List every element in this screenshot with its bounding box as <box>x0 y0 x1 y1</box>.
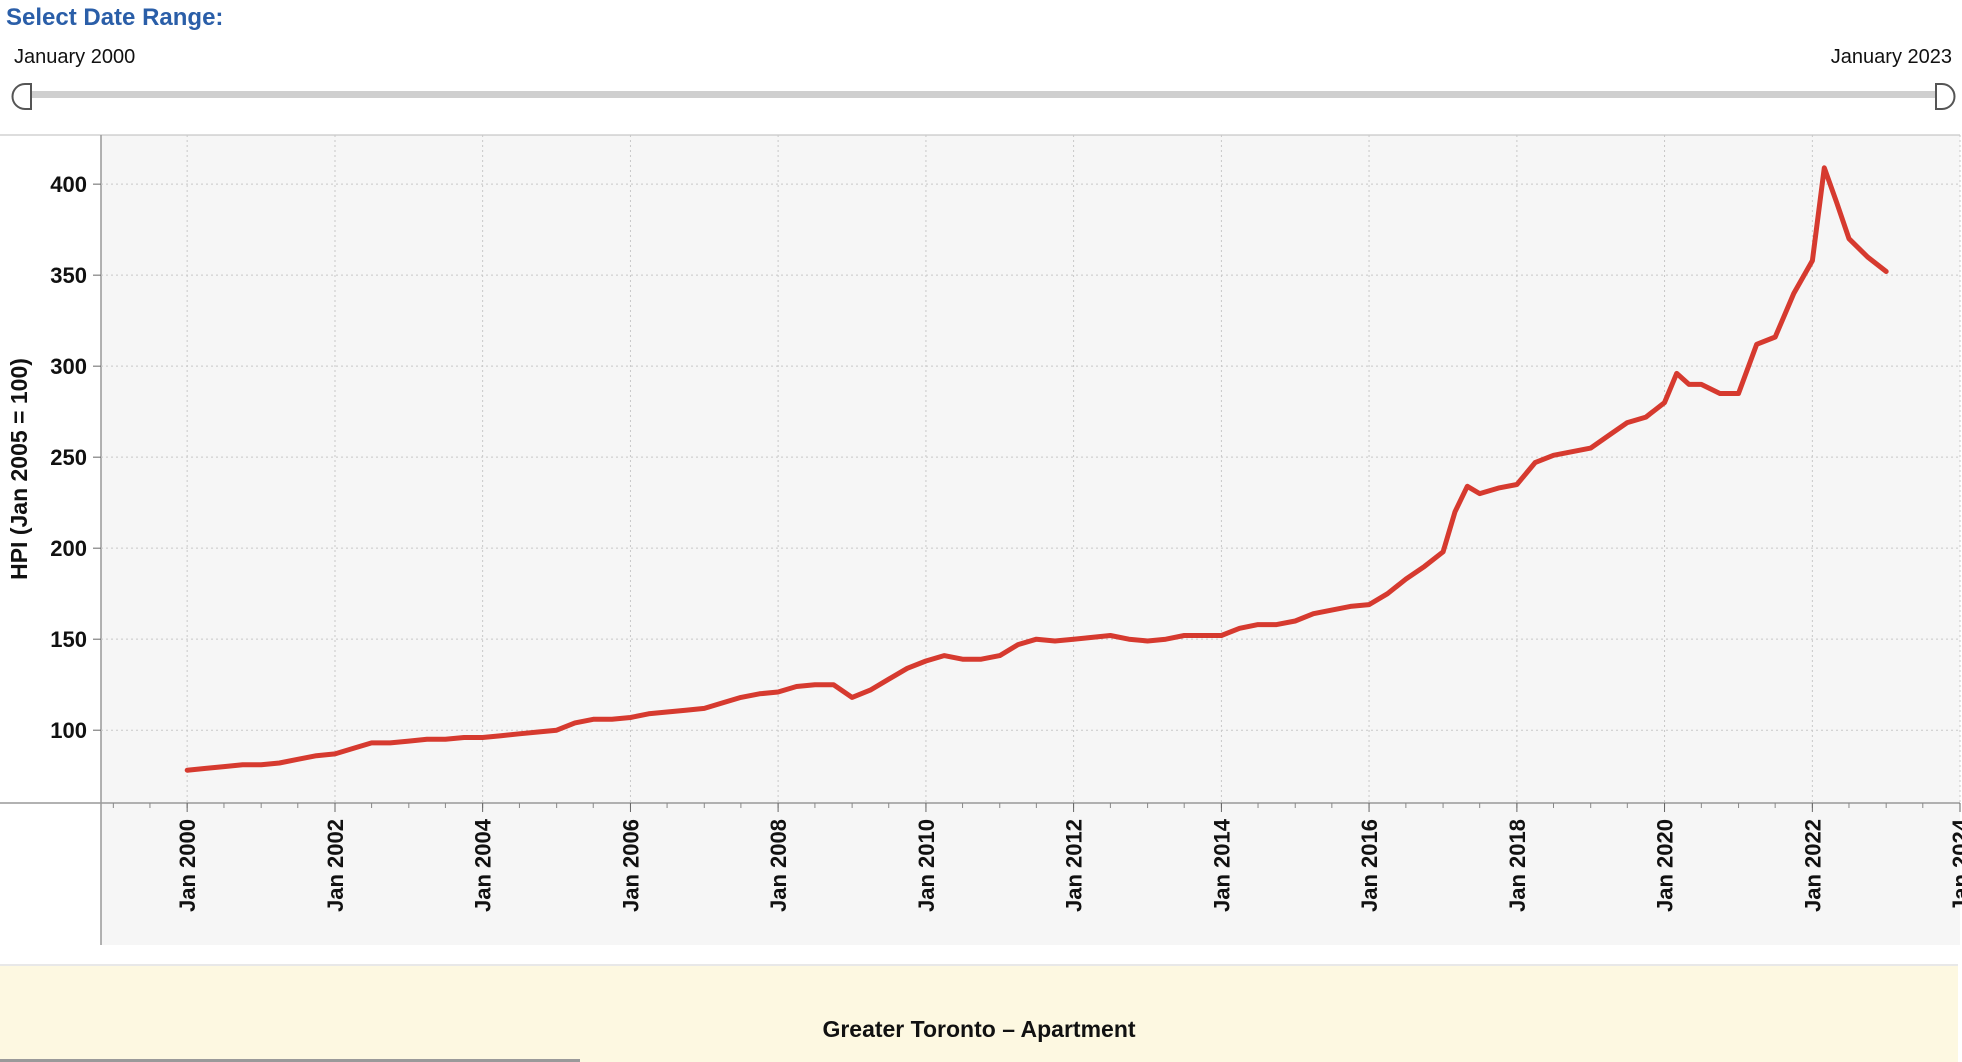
y-tick-label: 400 <box>50 172 87 197</box>
hpi-series-line <box>184 165 1889 773</box>
range-start-label: January 2000 <box>14 46 136 68</box>
y-tick-label: 250 <box>50 445 87 470</box>
y-axis-label: HPI (Jan 2005 = 100) <box>6 358 32 580</box>
x-tick-label: Jan 2002 <box>323 819 348 912</box>
x-tick-label: Jan 2014 <box>1209 818 1234 912</box>
footer-panel: Greater Toronto – Apartment <box>0 964 1958 1062</box>
y-tick-label: 100 <box>50 718 87 743</box>
x-tick-label: Jan 2016 <box>1357 819 1382 912</box>
x-tick-label: Jan 2024 <box>1948 818 1962 912</box>
x-tick-label: Jan 2000 <box>175 819 200 912</box>
x-tick-label: Jan 2004 <box>471 818 496 912</box>
y-tick-label: 200 <box>50 536 87 561</box>
date-range-slider[interactable] <box>0 80 1962 112</box>
slider-end-handle[interactable] <box>1935 83 1956 110</box>
footer-title: Greater Toronto – Apartment <box>822 1016 1136 1042</box>
y-tick-label: 300 <box>50 354 87 379</box>
x-tick-label: Jan 2006 <box>618 819 643 912</box>
x-tick-label: Jan 2018 <box>1505 819 1530 912</box>
range-end-label: January 2023 <box>1830 46 1952 68</box>
date-range-title: Select Date Range: <box>6 4 224 31</box>
x-tick-label: Jan 2012 <box>1062 819 1087 912</box>
y-tick-label: 350 <box>50 263 87 288</box>
hpi-line-chart: 100 150 200 250 300 350 400 Jan 2000 Jan 2002 Jan… <box>0 134 1962 945</box>
slider-track[interactable] <box>20 91 1940 98</box>
y-tick-label: 150 <box>50 627 87 652</box>
x-tick-label: Jan 2008 <box>766 819 791 912</box>
slider-start-handle[interactable] <box>11 83 32 110</box>
plot-area <box>101 135 1960 945</box>
x-tick-label: Jan 2020 <box>1653 819 1678 912</box>
x-tick-label: Jan 2022 <box>1800 819 1825 912</box>
footer-scrollbar[interactable] <box>0 1059 580 1062</box>
x-tick-label: Jan 2010 <box>914 819 939 912</box>
